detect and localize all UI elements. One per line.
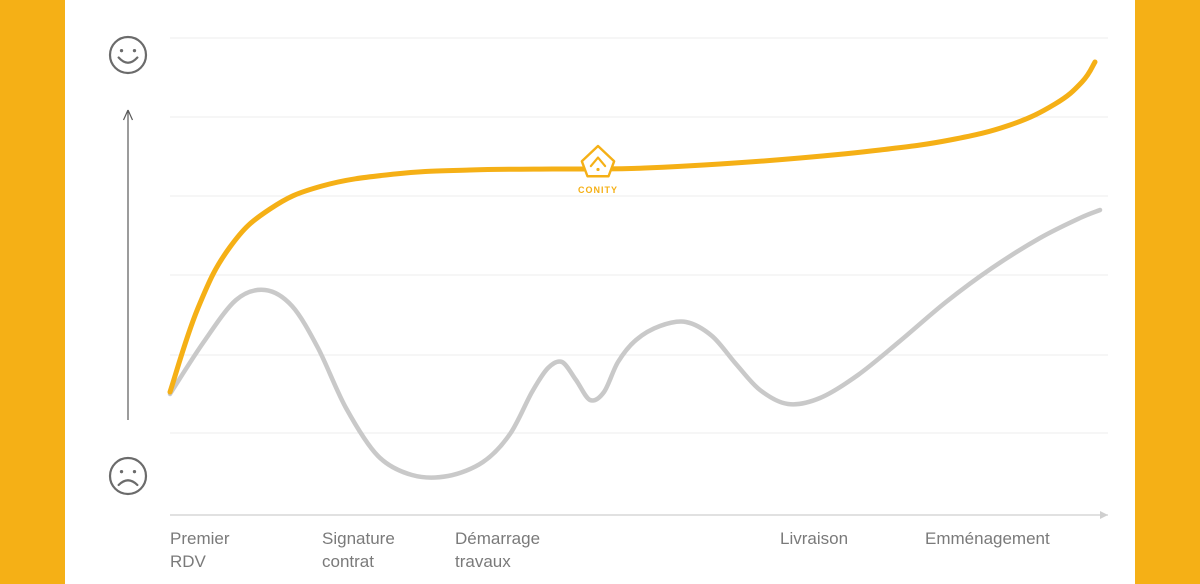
chart-svg: CONITY: [0, 0, 1200, 584]
smiley-sad-icon: [110, 458, 146, 494]
x-axis-label: Emménagement: [925, 528, 1050, 551]
x-axis-label: Signature contrat: [322, 528, 395, 574]
x-axis-label: Démarrage travaux: [455, 528, 540, 574]
series-baseline: [170, 210, 1100, 477]
x-axis-line: [170, 511, 1108, 519]
smiley-happy-icon: [110, 37, 146, 73]
svg-text:CONITY: CONITY: [578, 185, 618, 195]
chart-stage: CONITY Premier RDV Signature contrat Démar…: [0, 0, 1200, 584]
grid-lines: [170, 38, 1108, 433]
x-axis-label: Livraison: [780, 528, 848, 551]
x-axis-label: Premier RDV: [170, 528, 230, 574]
y-axis-arrow: [124, 110, 133, 420]
